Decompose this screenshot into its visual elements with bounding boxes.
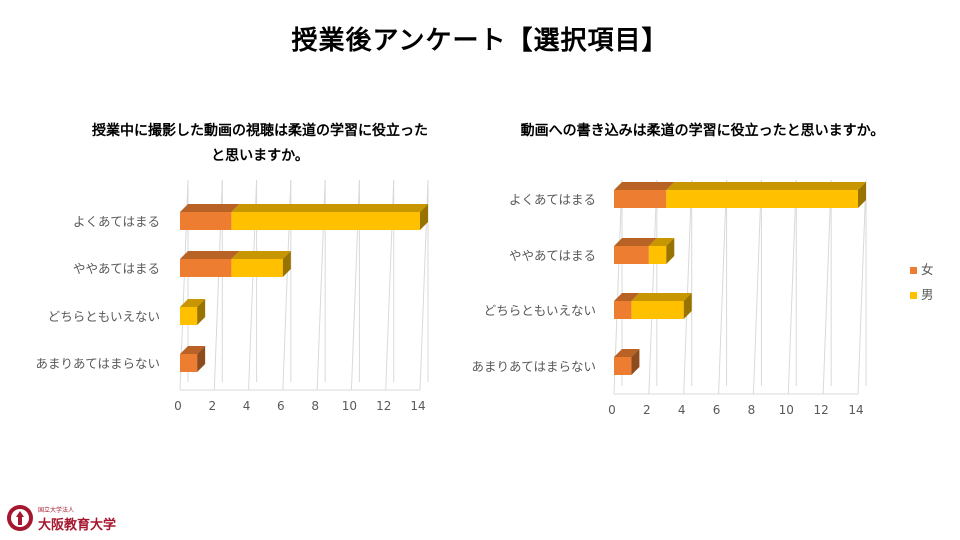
chart-2-x-tick-label: 10 <box>779 403 794 417</box>
logo-name: 大阪教育大学 <box>38 518 117 533</box>
chart-1-x-tick-label: 12 <box>376 399 391 413</box>
chart-1-title-line-2: と思いますか。 <box>211 148 309 164</box>
chart-2-category-label: よくあてはまる <box>509 192 596 207</box>
chart-2-gridline <box>648 179 658 395</box>
chart-1-bar-male <box>180 307 198 325</box>
chart-1-bar-male-top <box>231 204 428 212</box>
chart-1-bar-female-top <box>180 346 206 354</box>
chart-1-title-line-1: 授業中に撮影した動画の視聴は柔道の学習に役立った <box>92 123 428 139</box>
chart-2-title: 動画への書き込みは柔道の学習に役立ったと思いますか。 <box>495 119 910 144</box>
chart-2-title-line-1: 動画への書き込みは柔道の学習に役立ったと思いますか。 <box>520 123 885 139</box>
chart-1-bar-female-top <box>180 204 240 212</box>
chart-1-bar-female <box>180 259 232 277</box>
chart-2-bar-female-top <box>614 349 640 357</box>
legend-label-male: 男 <box>921 287 934 302</box>
page-title: 授業後アンケート【選択項目】 <box>291 26 669 56</box>
chart-1-bar-male <box>231 259 283 277</box>
chart-2-bar-male-top <box>666 182 866 190</box>
chart-2-bar-male <box>666 190 858 208</box>
chart-1-category-label: あまりあてはまらない <box>35 356 160 371</box>
chart-2-category-label: ややあてはまる <box>509 248 596 263</box>
logo-subtitle: 国立大学法人 <box>38 507 75 514</box>
chart-2-bar-female-top <box>614 182 675 190</box>
chart-2-gridline <box>822 179 832 395</box>
chart-2-bar-female-top <box>614 293 640 301</box>
chart-1-bar-female-top <box>180 251 240 259</box>
chart-2-bar-male <box>648 246 667 264</box>
chart-1-category-label: どちらともいえない <box>48 309 160 324</box>
chart-2-x-tick-label: 6 <box>713 403 721 417</box>
chart-1-bar-side <box>420 204 428 230</box>
chart-1-category-label: ややあてはまる <box>73 261 160 276</box>
chart-1-x-tick-label: 10 <box>342 399 357 413</box>
chart-2-bar-side <box>631 349 640 375</box>
chart-1-bar-male <box>231 212 420 230</box>
chart-1-x-tick-label: 14 <box>410 399 425 413</box>
legend-label-female: 女 <box>921 262 934 277</box>
chart-2-x-tick-label: 8 <box>748 403 756 417</box>
chart-2-bar-male <box>631 301 684 319</box>
legend-swatch-male <box>910 292 917 299</box>
chart-2-x-tick-label: 0 <box>608 403 616 417</box>
chart-2-gridline <box>683 179 693 395</box>
chart-2-x-tick-label: 14 <box>848 403 863 417</box>
chart-1-bar-male-top <box>180 299 206 307</box>
chart-2-gridline <box>787 179 797 395</box>
chart-2-bar-female <box>614 301 632 319</box>
chart-1-category-label: よくあてはまる <box>73 214 160 229</box>
chart-1-bar-side <box>197 346 206 372</box>
chart-2-x-tick-label: 4 <box>678 403 686 417</box>
chart-1-bar-side <box>197 299 206 325</box>
chart-2-category-label: あまりあてはまらない <box>471 359 596 374</box>
chart-1-bar-female <box>180 354 198 372</box>
chart-1-x-tick-label: 2 <box>208 399 216 413</box>
university-seal-icon <box>7 505 33 531</box>
chart-2-bar-female <box>614 357 632 375</box>
chart-1-bar-side <box>282 251 291 277</box>
chart-2-bar-male-top <box>631 293 692 301</box>
chart-2-bar-side <box>858 182 866 208</box>
chart-2-x-tick-label: 12 <box>814 403 829 417</box>
chart-1-title: 授業中に撮影した動画の視聴は柔道の学習に役立った と思いますか。 <box>60 119 460 169</box>
legend-swatch-female <box>910 267 917 274</box>
chart-2-bar-female-top <box>614 238 657 246</box>
chart-2-bar-male-top <box>648 238 675 246</box>
chart-1-x-tick-label: 8 <box>311 399 319 413</box>
chart-2-category-label: どちらともいえない <box>484 303 596 318</box>
chart-2-bar-side <box>683 293 692 319</box>
chart-1-bar-male-top <box>231 251 291 259</box>
chart-2-gridline <box>752 179 762 395</box>
university-logo: 国立大学法人 大阪教育大学 <box>6 502 126 536</box>
chart-1-bar-female <box>180 212 232 230</box>
chart-2-bar-female <box>614 246 649 264</box>
chart-2-gridline <box>857 179 867 395</box>
chart-2-bar-side <box>666 238 675 264</box>
chart-2-x-tick-label: 2 <box>643 403 651 417</box>
chart-1-x-tick-label: 4 <box>243 399 251 413</box>
chart-1-x-tick-label: 0 <box>174 399 182 413</box>
chart-2-bar-female <box>614 190 667 208</box>
chart-1-x-tick-label: 6 <box>277 399 285 413</box>
chart-2-gridline <box>718 179 728 395</box>
